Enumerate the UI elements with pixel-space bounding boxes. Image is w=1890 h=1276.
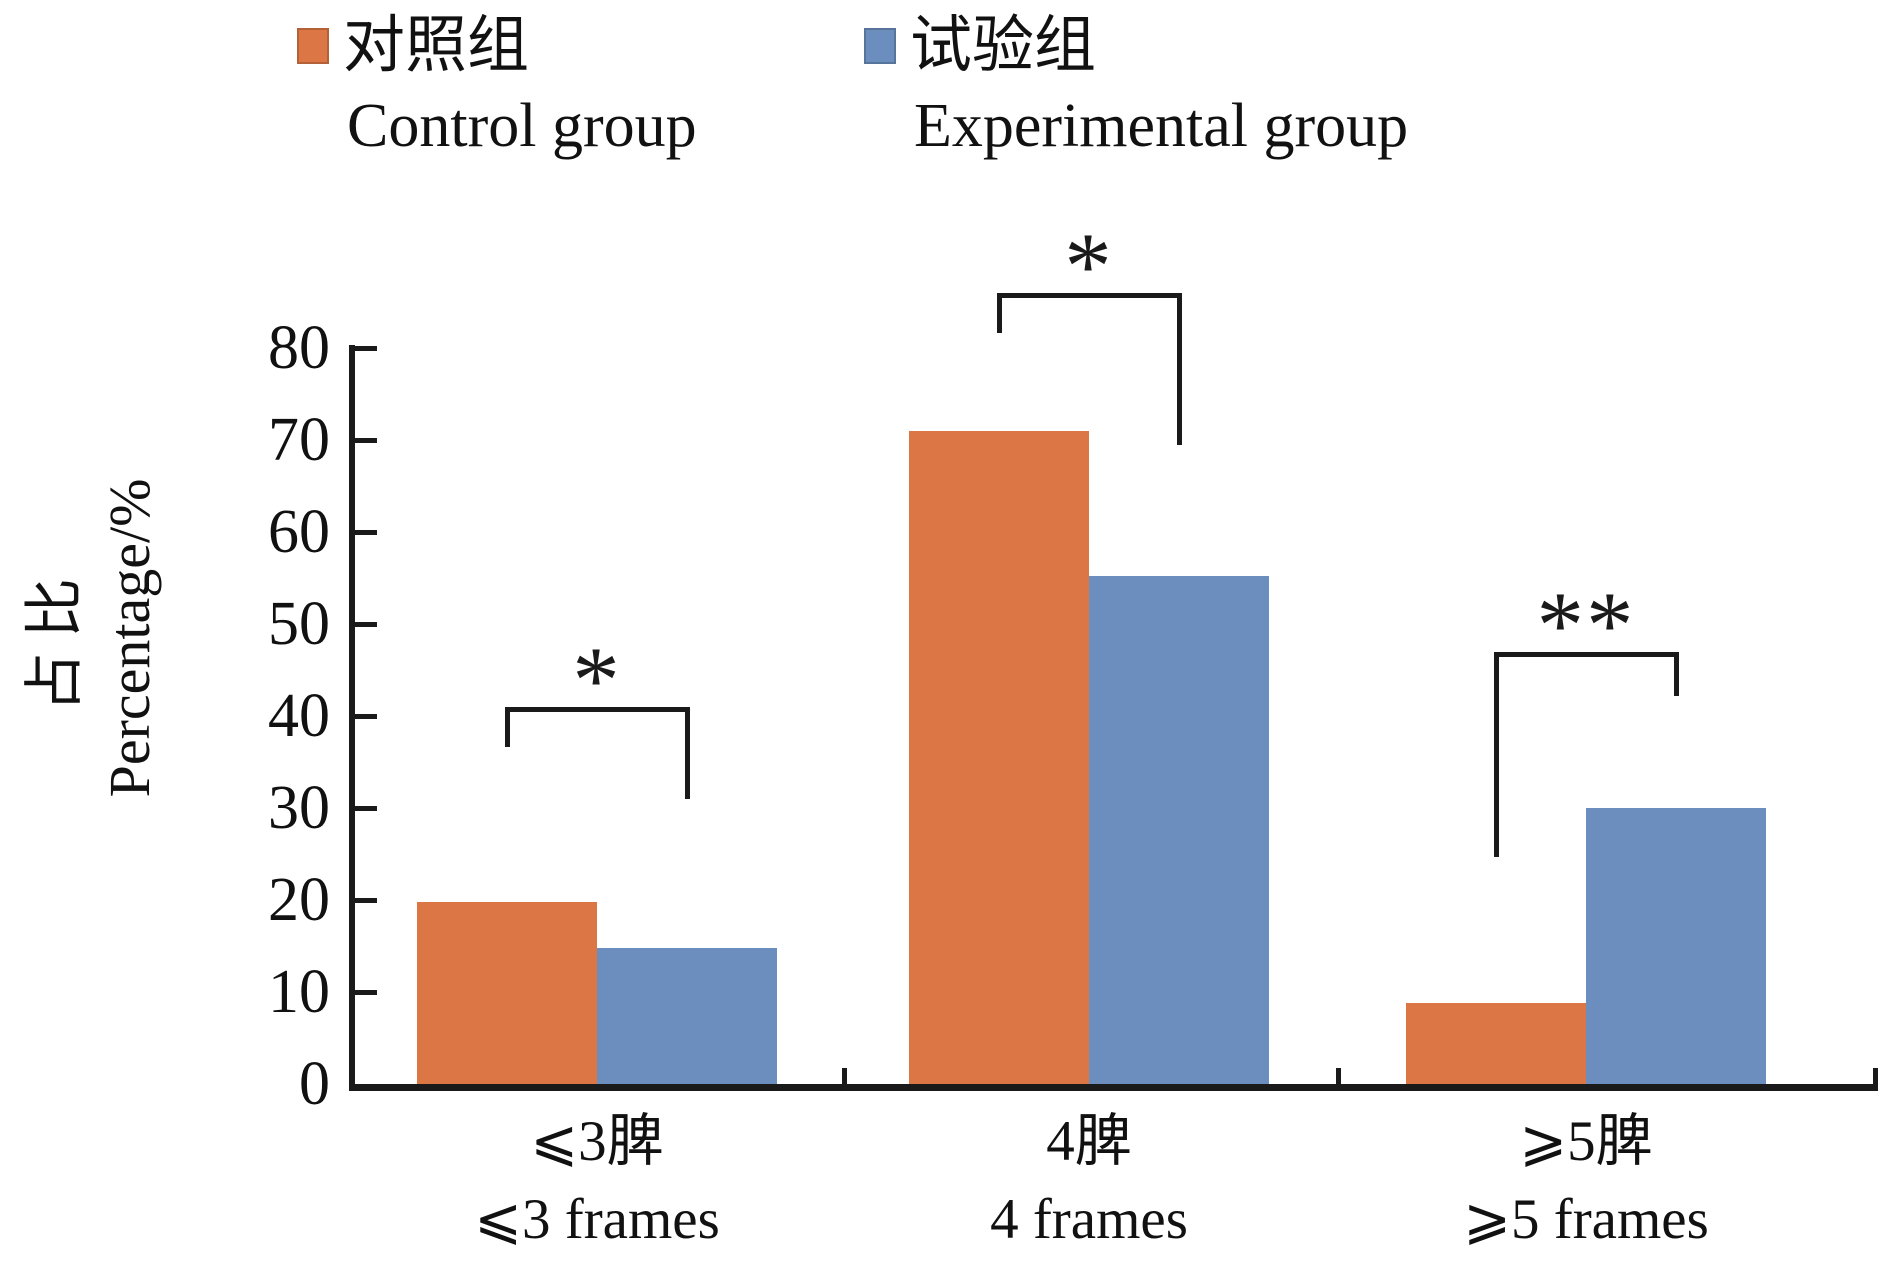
y-tick-label-70: 70 [268, 406, 330, 474]
significance-stars-2: ** [1536, 572, 1636, 678]
y-tick-label-80: 80 [268, 314, 330, 382]
y-tick-label-40: 40 [268, 682, 330, 750]
y-axis-title-zh: 占比 [22, 564, 88, 712]
x-axis-line [349, 1084, 1878, 1091]
x-category-label-0-en: ⩽3 frames [474, 1188, 720, 1251]
x-tick-0 [842, 1068, 847, 1084]
significance-bracket-0-left-leg [505, 707, 510, 747]
significance-bracket-2-right-leg [1674, 652, 1679, 696]
bar-experimental-cat1 [1089, 576, 1269, 1084]
y-tick-label-50: 50 [268, 590, 330, 658]
x-category-label-2: ⩾5脾 ⩾5 frames [1326, 1103, 1846, 1259]
significance-bracket-0-top [505, 707, 690, 712]
significance-bracket-2-top [1494, 652, 1679, 657]
x-tick-2 [1873, 1068, 1878, 1084]
bar-control-cat2 [1406, 1003, 1586, 1084]
y-tick-label-60: 60 [268, 498, 330, 566]
bar-experimental-cat2 [1586, 808, 1766, 1084]
y-tick-80 [355, 346, 377, 351]
bar-control-cat1 [909, 431, 1089, 1084]
y-tick-10 [355, 990, 377, 995]
legend-swatch-control [297, 28, 329, 64]
bar-control-cat0 [417, 902, 597, 1084]
y-axis-title: 占比 Percentage/% [18, 358, 168, 918]
x-category-label-1: 4脾 4 frames [829, 1103, 1349, 1259]
significance-bracket-1-top [997, 293, 1182, 298]
legend-entry-control: 对照组 Control group [297, 6, 697, 166]
y-tick-50 [355, 622, 377, 627]
significance-bracket-1-right-leg [1177, 293, 1182, 445]
y-tick-40 [355, 714, 377, 719]
legend-swatch-experimental [864, 28, 896, 64]
y-tick-30 [355, 806, 377, 811]
significance-stars-1: * [1064, 213, 1114, 319]
significance-stars-0: * [572, 627, 622, 733]
y-tick-label-10: 10 [268, 958, 330, 1026]
x-category-label-0: ⩽3脾 ⩽3 frames [337, 1103, 857, 1259]
y-axis-line [349, 345, 355, 1091]
significance-bracket-1-left-leg [997, 293, 1002, 333]
legend-entry-experimental: 试验组 Experimental group [864, 6, 1409, 166]
y-tick-label-20: 20 [268, 866, 330, 934]
y-tick-60 [355, 530, 377, 535]
x-category-label-1-zh: 4脾 [1046, 1110, 1132, 1173]
legend-label-control-zh: 对照组 [297, 6, 697, 86]
y-tick-70 [355, 438, 377, 443]
x-category-label-2-en: ⩾5 frames [1463, 1188, 1709, 1251]
bar-experimental-cat0 [597, 948, 777, 1084]
y-tick-label-30: 30 [268, 774, 330, 842]
y-tick-label-0: 0 [299, 1050, 330, 1118]
x-category-label-1-en: 4 frames [990, 1188, 1188, 1251]
legend-label-experimental-en: Experimental group [914, 92, 1409, 160]
y-axis-title-en: Percentage/% [97, 478, 162, 798]
x-tick-1 [1336, 1068, 1341, 1084]
x-category-label-2-zh: ⩾5脾 [1519, 1110, 1653, 1173]
significance-bracket-0-right-leg [685, 707, 690, 799]
legend-label-control-en: Control group [347, 92, 697, 160]
legend-label-control-zh-text: 对照组 [343, 12, 530, 80]
significance-bracket-2-left-leg [1494, 652, 1499, 857]
y-tick-20 [355, 898, 377, 903]
x-category-label-0-zh: ⩽3脾 [530, 1110, 664, 1173]
legend-label-experimental-zh: 试验组 [864, 6, 1408, 86]
legend-label-experimental-zh-text: 试验组 [910, 12, 1097, 80]
